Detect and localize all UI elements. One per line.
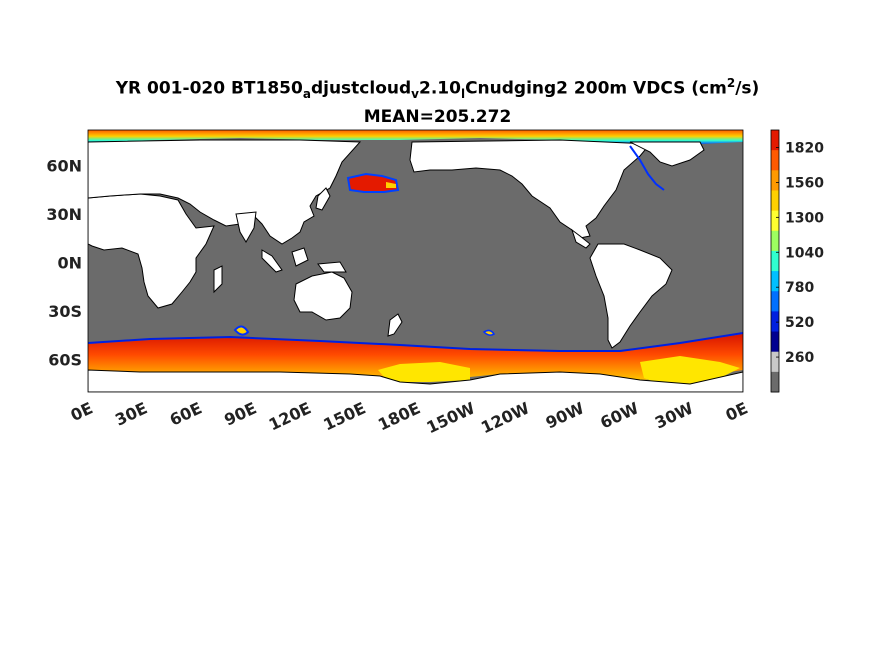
colorbar-segment bbox=[771, 250, 779, 272]
new-guinea bbox=[317, 261, 347, 273]
japan bbox=[315, 187, 331, 211]
colorbar-tick-label: 260 bbox=[785, 350, 814, 366]
africa bbox=[88, 193, 215, 309]
colorbar-tick-label: 1560 bbox=[785, 175, 824, 191]
x-tick-label: 30E bbox=[112, 398, 150, 429]
colorbar-segment bbox=[771, 190, 779, 212]
okhotsk-yellow bbox=[386, 182, 396, 188]
colorbar-segment bbox=[771, 210, 779, 232]
colorbar-segment bbox=[771, 371, 779, 393]
colorbar-segment bbox=[771, 170, 779, 191]
ross-sea-yellow bbox=[378, 362, 470, 382]
new-zealand bbox=[387, 313, 403, 337]
colorbar bbox=[770, 129, 780, 393]
x-tick-label: 90W bbox=[543, 398, 588, 432]
colorbar-segment bbox=[771, 271, 779, 292]
y-tick-label: 30N bbox=[46, 205, 82, 224]
north-america bbox=[409, 139, 652, 239]
colorbar-tick-label: 1820 bbox=[785, 140, 824, 156]
okhotsk-bering-patch bbox=[346, 172, 400, 193]
acc-blue-edge bbox=[88, 332, 743, 352]
south-america bbox=[589, 243, 673, 349]
borneo bbox=[291, 247, 309, 267]
australia bbox=[293, 271, 353, 321]
colorbar-tick-label: 520 bbox=[785, 315, 814, 331]
y-tick-label: 60N bbox=[46, 157, 82, 176]
x-tick-label: 150E bbox=[320, 398, 368, 434]
colorbar-tick-label: 1300 bbox=[785, 210, 824, 226]
x-tick-label: 180E bbox=[375, 398, 423, 434]
acc-high-band bbox=[88, 334, 743, 380]
colorbar-segment bbox=[771, 331, 779, 353]
kerguelen-blob bbox=[233, 325, 250, 336]
x-tick-label: 0E bbox=[68, 398, 96, 425]
colorbar-segment bbox=[771, 291, 779, 312]
x-tick-label: 0E bbox=[723, 398, 751, 425]
eurasia bbox=[88, 139, 362, 245]
labrador-sea-rim bbox=[629, 145, 665, 191]
y-tick-label: 0N bbox=[57, 254, 82, 273]
map-frame bbox=[87, 129, 744, 393]
weddell-sea-yellow bbox=[640, 356, 740, 384]
colorbar-segment bbox=[771, 130, 779, 151]
x-tick-label: 60E bbox=[167, 398, 205, 429]
colorbar-segment bbox=[771, 230, 779, 252]
map-title: YR 001-020 BT1850adjustcloudv2.10lCnudgi… bbox=[115, 76, 760, 102]
colorbar-tick-label: 780 bbox=[785, 280, 814, 296]
colorbar-frame bbox=[770, 129, 780, 393]
x-tick-label: 60W bbox=[597, 398, 642, 432]
madagascar bbox=[213, 265, 223, 294]
y-axis: 60N 30N 0N 30S 60S bbox=[46, 157, 82, 370]
colorbar-segment bbox=[771, 311, 779, 333]
x-axis: 0E 30E 60E 90E 120E 150E 180E 150W 120W 90W 60W 30W… bbox=[68, 398, 751, 437]
colorbar-segment bbox=[771, 150, 779, 171]
x-tick-label: 120E bbox=[266, 398, 314, 434]
central-america bbox=[571, 228, 591, 249]
x-tick-label: 120W bbox=[478, 398, 533, 437]
colorbar-ticks: 1820 1560 1300 1040 780 520 260 bbox=[776, 140, 824, 366]
antarctica bbox=[88, 369, 743, 392]
sumatra bbox=[261, 249, 283, 273]
y-tick-label: 60S bbox=[48, 351, 82, 370]
colorbar-tick-label: 1040 bbox=[785, 245, 824, 261]
colorbar-segment bbox=[771, 351, 779, 373]
x-tick-label: 30W bbox=[652, 398, 697, 432]
y-tick-label: 30S bbox=[48, 302, 82, 321]
x-tick-label: 150W bbox=[423, 398, 478, 437]
india bbox=[235, 211, 257, 243]
greenland bbox=[629, 141, 705, 167]
x-tick-label: 90E bbox=[221, 398, 259, 429]
map-subtitle: MEAN=205.272 bbox=[363, 107, 512, 127]
campbell-blob bbox=[482, 329, 496, 336]
